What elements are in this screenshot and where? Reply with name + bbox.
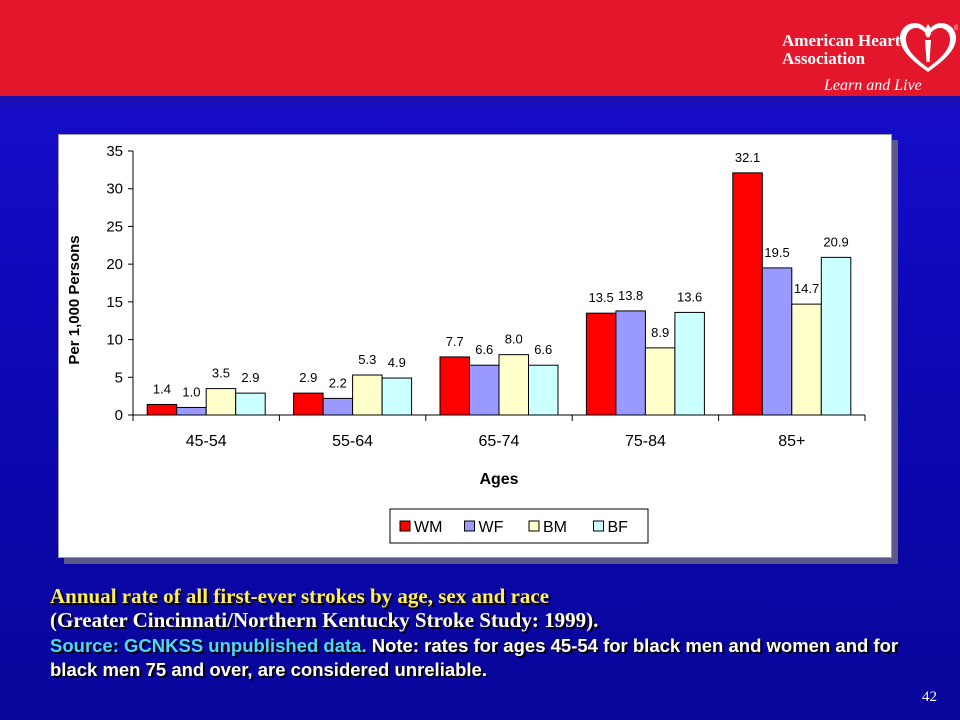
- bar-bm-55-64: [352, 374, 383, 416]
- y-tick-label: 20: [106, 256, 123, 273]
- y-tick-label: 30: [106, 181, 123, 198]
- data-label: 13.6: [677, 289, 702, 304]
- bar-wm-45-54: [146, 403, 178, 416]
- bar-bf-85+: [820, 256, 852, 416]
- aha-logo: American Heart Association ® Learn and L…: [772, 20, 960, 100]
- x-tick-label: 55-64: [332, 433, 373, 450]
- y-axis-label: Per 1,000 Persons: [66, 235, 83, 364]
- data-label: 5.3: [358, 352, 376, 367]
- bar-wm-55-64: [293, 392, 324, 416]
- slide-caption: Annual rate of all first-ever strokes by…: [50, 584, 920, 682]
- data-label: 2.2: [329, 375, 347, 390]
- caption-note: Note: rates for ages 45-54 for black men…: [50, 635, 899, 680]
- bar-chart: 0 5 10 15 20 25 30 35 45-54 55-64 65-74 75-84 85+ 1.…: [66, 143, 866, 544]
- data-label: 7.7: [446, 334, 464, 349]
- bar-bf-65-74: [528, 364, 559, 416]
- caption-source: Source: GCNKSS unpublished data. Note: r…: [50, 634, 920, 682]
- slide-number: 42: [922, 689, 937, 705]
- legend-box: [389, 508, 649, 544]
- chart-data-labels: 1.4 1.0 3.5 2.9 2.9 2.2 5.3 4.9 7.7 6.6 8.0 6.6 13.5…: [153, 150, 849, 400]
- data-label: 6.6: [475, 342, 493, 357]
- bar-wm-75-84: [585, 312, 617, 416]
- data-label: 3.5: [212, 366, 230, 381]
- bar-wm-85+: [732, 172, 763, 416]
- caption-title-line1: Annual rate of all first-ever strokes by…: [50, 584, 550, 608]
- data-label: 14.7: [794, 281, 819, 296]
- bar-wf-85+: [761, 267, 793, 416]
- data-label: 20.9: [823, 234, 848, 249]
- x-axis-label: Ages: [479, 471, 518, 488]
- bar-wf-65-74: [469, 364, 500, 416]
- bar-bm-65-74: [498, 354, 529, 416]
- data-label: 8.9: [651, 325, 669, 340]
- legend-label-wm: WM: [414, 519, 442, 536]
- y-tick-label: 35: [106, 143, 123, 160]
- caption-title-line2: (Greater Cincinnati/Northern Kentucky St…: [50, 608, 599, 632]
- chart-panel: 0 5 10 15 20 25 30 35 45-54 55-64 65-74 75-84 85+ 1.…: [58, 134, 892, 558]
- org-name-line2: Association: [782, 49, 866, 68]
- y-tick-label: 15: [106, 294, 123, 311]
- data-label: 2.9: [241, 370, 259, 385]
- tagline: Learn and Live: [824, 77, 922, 94]
- data-label: 6.6: [534, 342, 552, 357]
- legend-label-bm: BM: [543, 519, 567, 536]
- legend-label-bf: BF: [608, 519, 629, 536]
- legend-label-wf: WF: [479, 519, 504, 536]
- legend-swatch-wf: [464, 520, 475, 532]
- bar-wf-55-64: [322, 397, 354, 416]
- bar-bf-55-64: [381, 377, 413, 416]
- data-label: 19.5: [764, 245, 789, 260]
- bar-bm-75-84: [644, 347, 676, 416]
- x-tick-label: 65-74: [479, 433, 520, 450]
- svg-text:®: ®: [954, 24, 958, 32]
- org-name: American Heart Association: [782, 32, 912, 68]
- source-label: Source: GCNKSS unpublished data.: [50, 635, 367, 656]
- data-label: 1.0: [182, 384, 200, 399]
- heart-torch-icon: ®: [900, 23, 958, 72]
- data-label: 8.0: [505, 332, 523, 347]
- data-label: 13.5: [588, 290, 613, 305]
- data-label: 1.4: [153, 381, 171, 396]
- bar-bf-45-54: [235, 392, 266, 416]
- bar-wm-65-74: [439, 356, 470, 416]
- data-label: 4.9: [388, 355, 406, 370]
- y-tick-label: 0: [115, 407, 123, 424]
- chart-legend: WM WF BM BF: [389, 508, 649, 544]
- legend-swatch-bm: [528, 520, 540, 532]
- bar-bm-45-54: [205, 388, 237, 416]
- y-tick-label: 5: [115, 369, 123, 386]
- chart-bars: [146, 172, 852, 416]
- x-tick-label: 85+: [778, 433, 805, 450]
- header-band: [0, 0, 960, 110]
- x-tick-label: 75-84: [625, 433, 666, 450]
- chart-axes: 0 5 10 15 20 25 30 35 45-54 55-64 65-74 75-84 85+: [106, 143, 866, 450]
- bar-bf-75-84: [674, 311, 705, 416]
- y-tick-label: 25: [106, 218, 123, 235]
- bar-wf-75-84: [615, 310, 646, 416]
- data-label: 13.8: [618, 288, 643, 303]
- data-label: 32.1: [735, 150, 760, 165]
- data-label: 2.9: [299, 370, 317, 385]
- bar-wf-45-54: [176, 406, 207, 416]
- legend-swatch-bf: [593, 520, 604, 532]
- org-name-line1: American Heart: [782, 31, 901, 50]
- bar-bm-85+: [791, 303, 822, 416]
- x-tick-label: 45-54: [186, 433, 227, 450]
- legend-swatch-wm: [399, 520, 411, 532]
- y-tick-label: 10: [106, 332, 123, 349]
